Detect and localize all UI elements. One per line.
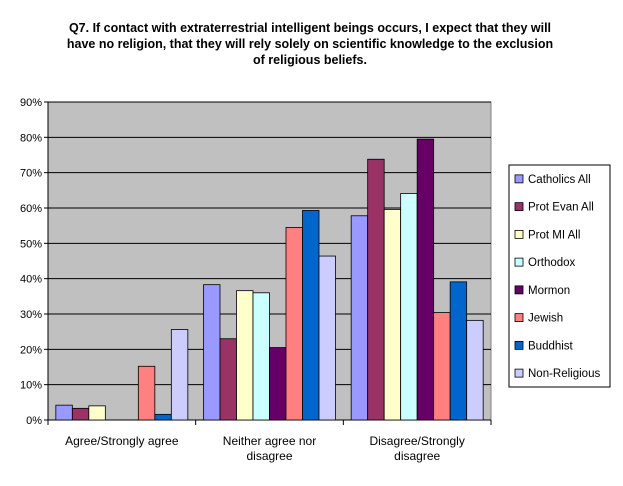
y-tick-label: 60% [20, 203, 42, 215]
y-tick-label: 20% [20, 344, 42, 356]
legend-label: Non-Religious [528, 368, 600, 380]
x-category-label: disagree [394, 449, 440, 463]
bar [383, 209, 402, 421]
bar [154, 413, 172, 421]
legend-box [508, 164, 611, 388]
legend-label: Buddhist [528, 340, 574, 352]
x-category-label: Agree/Strongly agree [65, 434, 179, 448]
bar [466, 319, 484, 421]
y-tick-label: 70% [20, 168, 42, 180]
legend-swatch [514, 368, 524, 378]
bar [71, 407, 90, 421]
legend-swatch [514, 313, 524, 323]
legend: Catholics All Prot Evan All Prot MI All Ort… [508, 164, 611, 388]
bar [433, 312, 451, 421]
bar [55, 404, 73, 421]
bar [88, 405, 106, 421]
x-category-label: Neither agree nor [223, 434, 316, 448]
y-tick-label: 50% [20, 238, 42, 250]
y-tick-label: 80% [20, 132, 42, 144]
legend-swatch [514, 285, 524, 295]
legend-label: Prot MI All [528, 229, 580, 241]
bar [170, 329, 189, 421]
bar [302, 210, 320, 421]
legend-swatch [514, 202, 524, 212]
bar [416, 138, 435, 421]
y-tick-label: 10% [20, 380, 42, 392]
y-tick-label: 0% [26, 415, 42, 427]
legend-swatch [514, 229, 524, 239]
plot-area: 0% 10% 20% 30% 40% 50% 60% 70% 80% 90% Agree/Stron… [20, 97, 492, 463]
y-tick-label: 30% [20, 309, 42, 321]
bar [449, 281, 468, 421]
legend-label: Jewish [528, 313, 563, 325]
bar [137, 365, 156, 421]
y-tick-label: 90% [20, 97, 42, 109]
bar [367, 158, 385, 421]
legend-label: Mormon [528, 285, 570, 297]
x-category-label: Disagree/Strongly [369, 434, 464, 448]
y-tick-label: 40% [20, 274, 42, 286]
x-category-label: disagree [246, 449, 292, 463]
legend-label: Prot Evan All [528, 202, 594, 214]
bar [203, 284, 221, 421]
bar [400, 193, 418, 421]
legend-swatch [514, 174, 524, 184]
bar [285, 227, 303, 421]
chart-title: Q7. If contact with extraterrestrial int… [66, 21, 554, 67]
legend-swatch [514, 340, 524, 350]
bar [318, 255, 336, 421]
bar [219, 338, 237, 421]
bar [236, 290, 254, 421]
legend-label: Catholics All [528, 174, 591, 186]
legend-label: Orthodox [528, 257, 576, 269]
bar [252, 292, 270, 421]
bar [269, 347, 287, 421]
bar [350, 215, 369, 421]
legend-swatch [514, 257, 524, 267]
